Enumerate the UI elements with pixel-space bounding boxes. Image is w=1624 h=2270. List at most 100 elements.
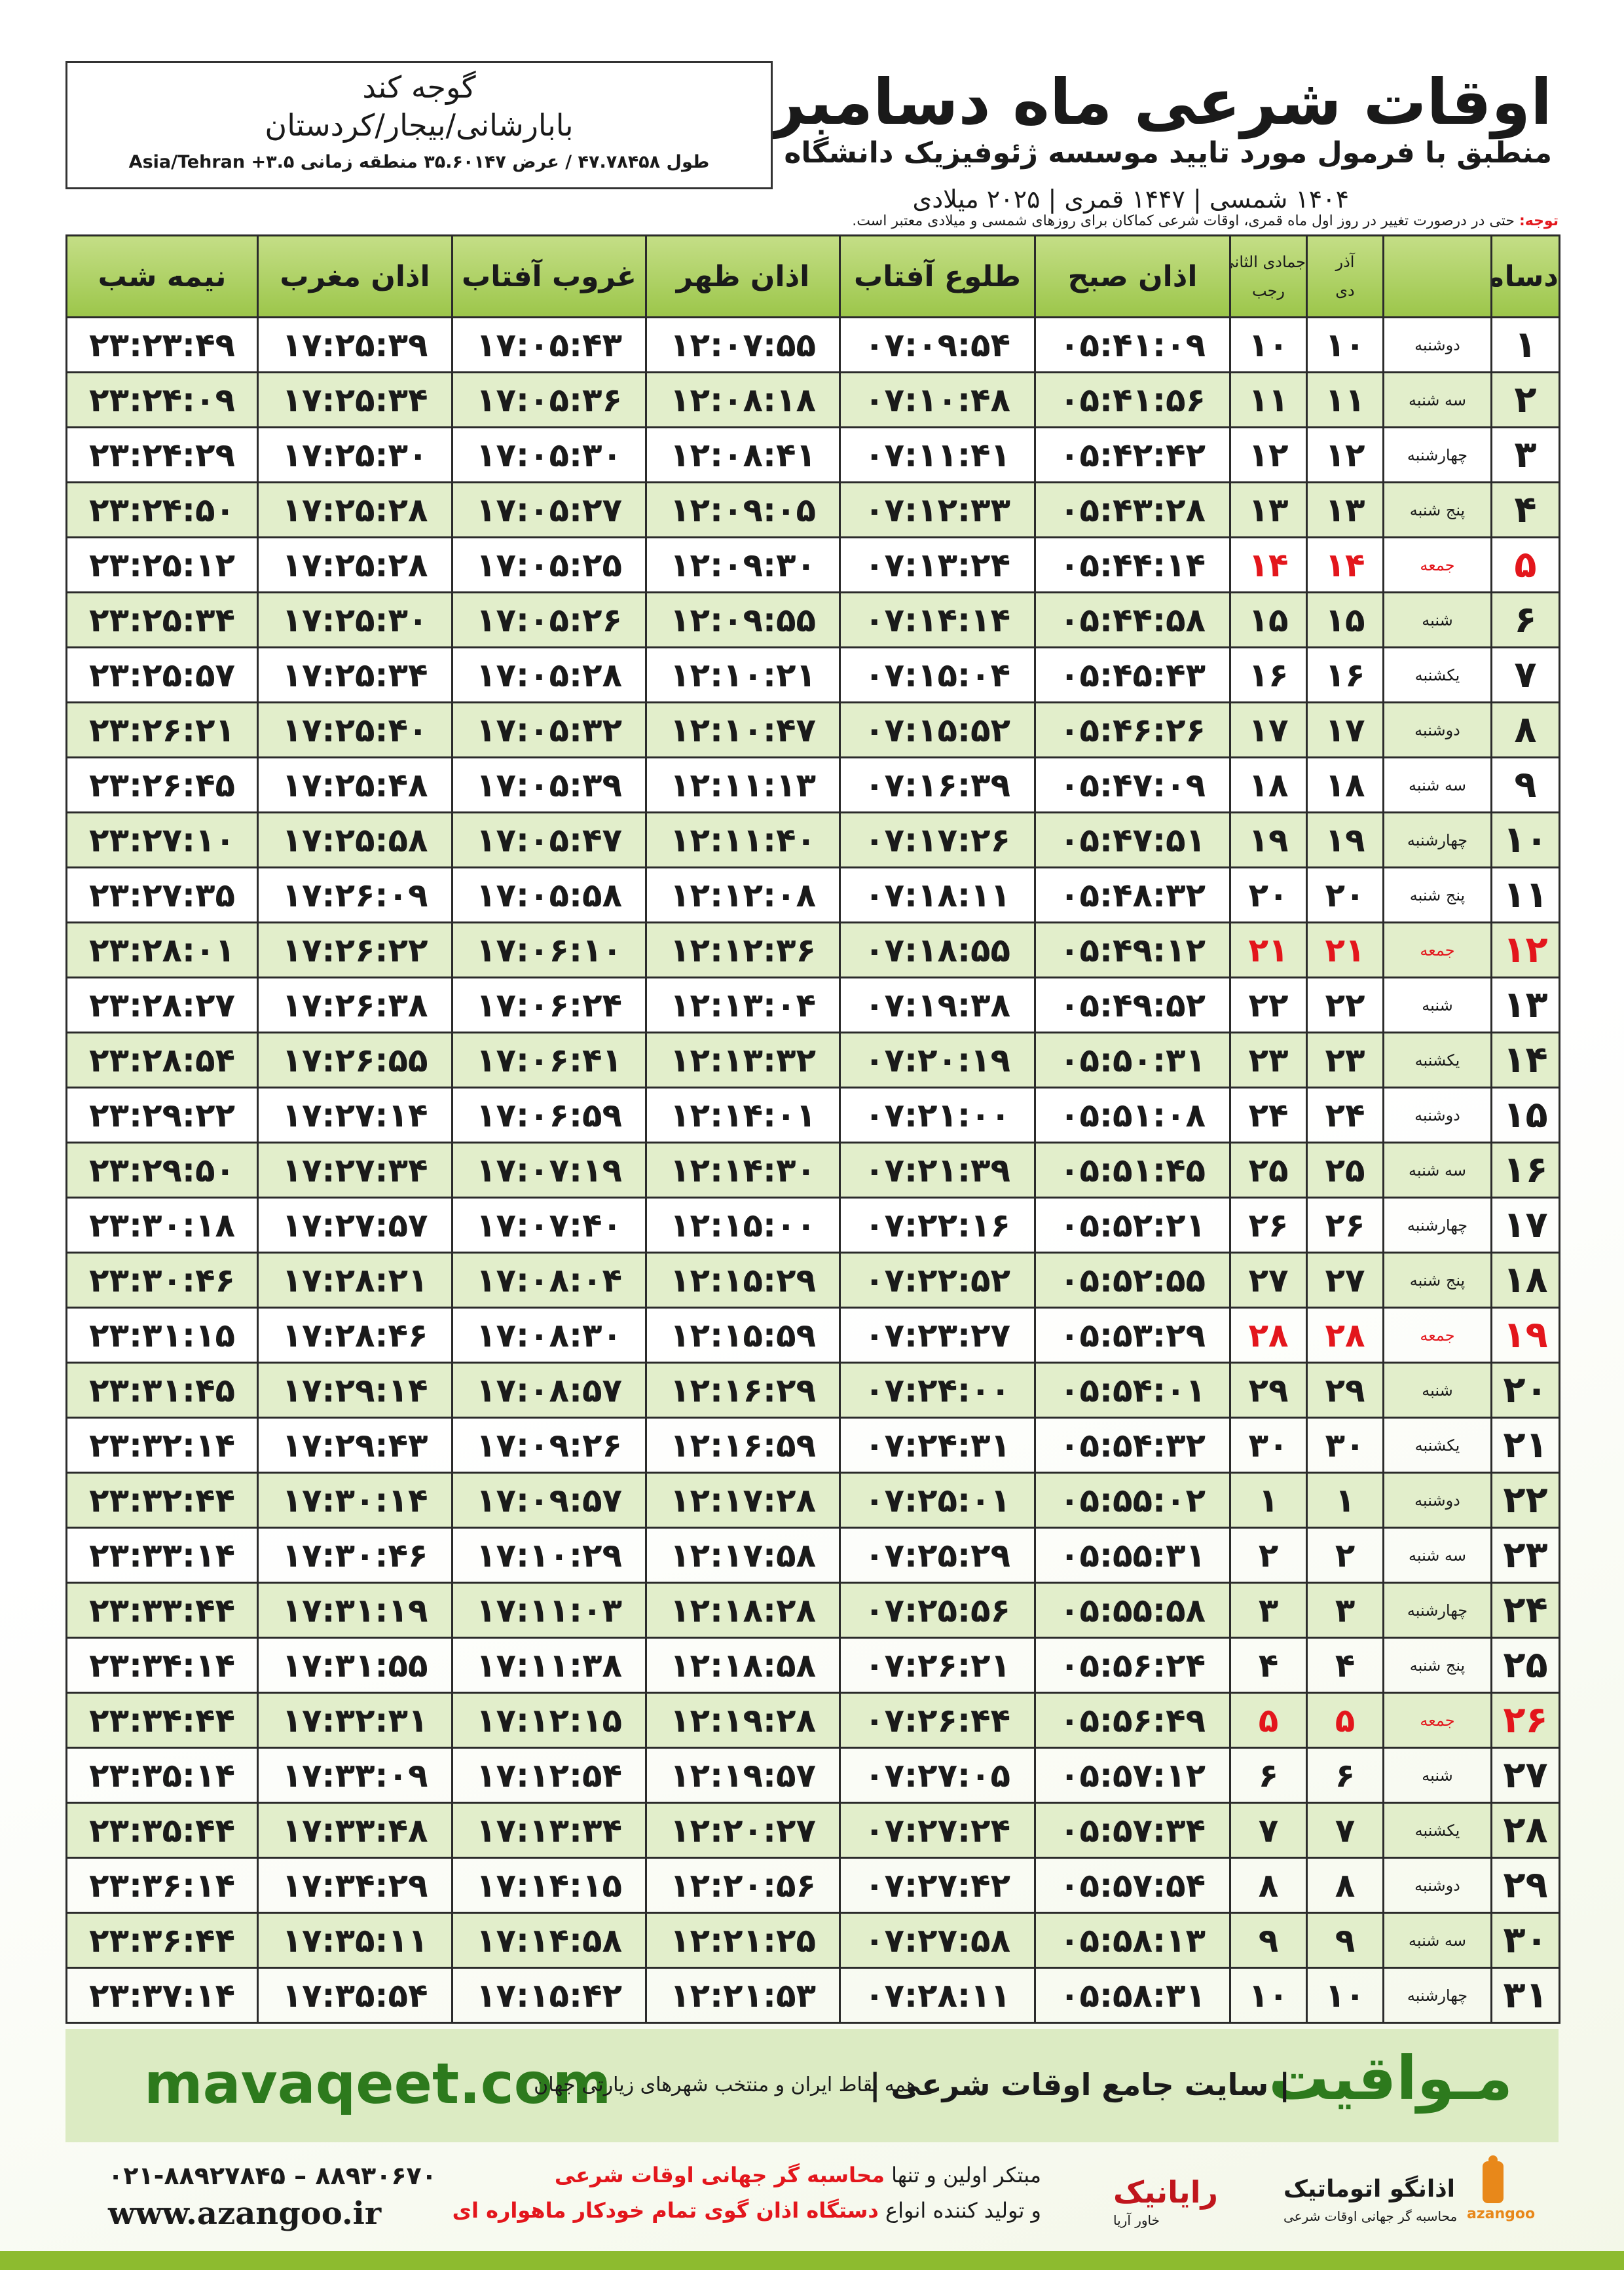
shamsi-day: ۱ [1306, 1472, 1384, 1529]
fajr: ۰۵:۴۱:۰۹ [1034, 316, 1231, 373]
sunrise: ۰۷:۲۲:۵۲ [839, 1252, 1036, 1309]
dhuhr: ۱۲:۱۲:۰۸ [645, 866, 841, 923]
shamsi-top: آذر [1335, 253, 1355, 271]
hijri-day: ۱۲ [1229, 426, 1308, 483]
site-url: mavaqeet.com [144, 2051, 612, 2117]
table-row: ۲۷ شنبه ۶ ۶ ۰۵:۵۷:۱۲ ۰۷:۲۷:۰۵ ۱۲:۱۹:۵۷ ۱۷:۱۲:۵۴… [65, 1747, 1560, 1804]
month-header: دسامبر [1490, 234, 1560, 318]
dhuhr: ۱۲:۱۷:۲۸ [645, 1472, 841, 1529]
table-row: ۲۳ سه شنبه ۲ ۲ ۰۵:۵۵:۳۱ ۰۷:۲۵:۲۹ ۱۲:۱۷:۵۸ ۱۷:۱۰… [65, 1527, 1560, 1584]
maghrib: ۱۷:۲۵:۳۹ [257, 316, 453, 373]
bottom-strip [0, 2251, 1624, 2270]
day-number: ۶ [1490, 591, 1560, 648]
dhuhr: ۱۲:۱۶:۲۹ [645, 1362, 841, 1419]
sunset: ۱۷:۰۶:۴۱ [451, 1032, 647, 1088]
weekday: دوشنبه [1382, 701, 1492, 758]
sunset: ۱۷:۰۸:۰۴ [451, 1252, 647, 1309]
weekday: دوشنبه [1382, 316, 1492, 373]
fajr: ۰۵:۴۴:۱۴ [1034, 536, 1231, 593]
day-number: ۹ [1490, 756, 1560, 813]
weekday: پنج شنبه [1382, 866, 1492, 923]
sunrise: ۰۷:۲۰:۱۹ [839, 1032, 1036, 1088]
midnight: ۲۳:۳۲:۴۴ [65, 1472, 259, 1529]
table-row: ۲۲ دوشنبه ۱ ۱ ۰۵:۵۵:۰۲ ۰۷:۲۵:۰۱ ۱۲:۱۷:۲۸ ۱۷:۰۹:… [65, 1472, 1560, 1529]
table-row: ۱ دوشنبه ۱۰ ۱۰ ۰۵:۴۱:۰۹ ۰۷:۰۹:۵۴ ۱۲:۰۷:۵۵ ۱۷:۰۵… [65, 316, 1560, 373]
maghrib: ۱۷:۲۵:۲۸ [257, 536, 453, 593]
shamsi-day: ۲۶ [1306, 1197, 1384, 1254]
dhuhr: ۱۲:۰۹:۵۵ [645, 591, 841, 648]
sunset: ۱۷:۱۲:۵۴ [451, 1747, 647, 1804]
tagline-2: همه نقاط ایران و منتخب شهرهای زیارتی جها… [534, 2074, 917, 2096]
midnight: ۲۳:۲۴:۰۹ [65, 371, 259, 428]
sunrise: ۰۷:۱۵:۵۲ [839, 701, 1036, 758]
sunset: ۱۷:۰۷:۴۰ [451, 1197, 647, 1254]
day-number: ۱۳ [1490, 977, 1560, 1033]
weekday-header [1382, 234, 1492, 318]
midnight: ۲۳:۲۵:۳۴ [65, 591, 259, 648]
table-row: ۹ سه شنبه ۱۸ ۱۸ ۰۵:۴۷:۰۹ ۰۷:۱۶:۳۹ ۱۲:۱۱:۱۳ ۱۷:۰… [65, 756, 1560, 813]
hijri-day: ۹ [1229, 1912, 1308, 1969]
day-number: ۱۷ [1490, 1197, 1560, 1254]
weekday: شنبه [1382, 1362, 1492, 1419]
shamsi-day: ۱۰ [1306, 1967, 1384, 2024]
table-row: ۳۰ سه شنبه ۹ ۹ ۰۵:۵۸:۱۳ ۰۷:۲۷:۵۸ ۱۲:۲۱:۲۵ ۱۷:۱۴… [65, 1912, 1560, 1969]
sunrise: ۰۷:۲۵:۲۹ [839, 1527, 1036, 1584]
shamsi-day: ۴ [1306, 1637, 1384, 1694]
midnight: ۲۳:۲۶:۲۱ [65, 701, 259, 758]
shamsi-day: ۱۷ [1306, 701, 1384, 758]
tagline: | سایت جامع اوقات شرعی | [869, 2067, 1290, 2102]
fajr: ۰۵:۵۵:۵۸ [1034, 1582, 1231, 1639]
location-box: گوجه کند بابارشانی/بیجار/کردستان طول ۴۷.… [65, 61, 773, 189]
fajr: ۰۵:۴۷:۰۹ [1034, 756, 1231, 813]
maghrib: ۱۷:۳۴:۲۹ [257, 1857, 453, 1914]
hijri-day: ۲۹ [1229, 1362, 1308, 1419]
sunset: ۱۷:۱۵:۴۲ [451, 1967, 647, 2024]
sunset: ۱۷:۰۷:۱۹ [451, 1142, 647, 1199]
shamsi-day: ۲۷ [1306, 1252, 1384, 1309]
header-row: دسامبر آذر دی جمادی الثانی رجب اذان صبحطلو… [65, 234, 1560, 318]
midnight: ۲۳:۳۳:۴۴ [65, 1582, 259, 1639]
weekday: یکشنبه [1382, 1802, 1492, 1859]
day-number: ۷ [1490, 646, 1560, 703]
sunset: ۱۷:۰۸:۵۷ [451, 1362, 647, 1419]
shamsi-day: ۲ [1306, 1527, 1384, 1584]
sunset: ۱۷:۰۵:۳۲ [451, 701, 647, 758]
shamsi-day: ۵ [1306, 1692, 1384, 1749]
table-row: ۳۱ چهارشنبه ۱۰ ۱۰ ۰۵:۵۸:۳۱ ۰۷:۲۸:۱۱ ۱۲:۲۱:۵۳ ۱۷… [65, 1967, 1560, 2024]
dhuhr: ۱۲:۱۹:۵۷ [645, 1747, 841, 1804]
sunrise: ۰۷:۱۰:۴۸ [839, 371, 1036, 428]
fajr: ۰۵:۵۴:۳۲ [1034, 1417, 1231, 1474]
dhuhr: ۱۲:۱۵:۲۹ [645, 1252, 841, 1309]
dhuhr: ۱۲:۱۳:۰۴ [645, 977, 841, 1033]
coordinates: طول ۴۷.۷۸۴۵۸ / عرض ۳۵.۶۰۱۴۷ منطقه زمانی … [128, 152, 710, 172]
fajr: ۰۵:۴۴:۵۸ [1034, 591, 1231, 648]
day-number: ۸ [1490, 701, 1560, 758]
sunrise: ۰۷:۲۷:۰۵ [839, 1747, 1036, 1804]
fajr: ۰۵:۵۸:۱۳ [1034, 1912, 1231, 1969]
dhuhr: ۱۲:۲۰:۲۷ [645, 1802, 841, 1859]
day-number: ۲۴ [1490, 1582, 1560, 1639]
footer-line-1: مبتکر اولین و تنها محاسبه گر جهانی اوقات… [555, 2163, 1041, 2187]
website: www.azangoo.ir [108, 2195, 382, 2232]
maghrib: ۱۷:۳۱:۱۹ [257, 1582, 453, 1639]
fajr: ۰۵:۴۵:۴۳ [1034, 646, 1231, 703]
sunrise: ۰۷:۲۷:۲۴ [839, 1802, 1036, 1859]
dhuhr: ۱۲:۰۸:۴۱ [645, 426, 841, 483]
hijri-day: ۳ [1229, 1582, 1308, 1639]
column-header: اذان ظهر [645, 234, 841, 318]
weekday: یکشنبه [1382, 1032, 1492, 1088]
day-number: ۲۶ [1490, 1692, 1560, 1749]
dhuhr: ۱۲:۰۹:۰۵ [645, 481, 841, 538]
hijri-day: ۲۸ [1229, 1307, 1308, 1364]
day-number: ۱ [1490, 316, 1560, 373]
hijri-day: ۱۵ [1229, 591, 1308, 648]
hijri-day: ۲۶ [1229, 1197, 1308, 1254]
table-row: ۲۵ پنج شنبه ۴ ۴ ۰۵:۵۶:۲۴ ۰۷:۲۶:۲۱ ۱۲:۱۸:۵۸ ۱۷:۱… [65, 1637, 1560, 1694]
table-row: ۱۷ چهارشنبه ۲۶ ۲۶ ۰۵:۵۲:۲۱ ۰۷:۲۲:۱۶ ۱۲:۱۵:۰۰ ۱۷… [65, 1197, 1560, 1254]
sunset: ۱۷:۰۵:۴۷ [451, 811, 647, 868]
weekday: دوشنبه [1382, 1472, 1492, 1529]
sunrise: ۰۷:۱۳:۲۴ [839, 536, 1036, 593]
table-row: ۳ چهارشنبه ۱۲ ۱۲ ۰۵:۴۲:۴۲ ۰۷:۱۱:۴۱ ۱۲:۰۸:۴۱ ۱۷:… [65, 426, 1560, 483]
fajr: ۰۵:۴۹:۱۲ [1034, 921, 1231, 978]
dhuhr: ۱۲:۱۰:۲۱ [645, 646, 841, 703]
